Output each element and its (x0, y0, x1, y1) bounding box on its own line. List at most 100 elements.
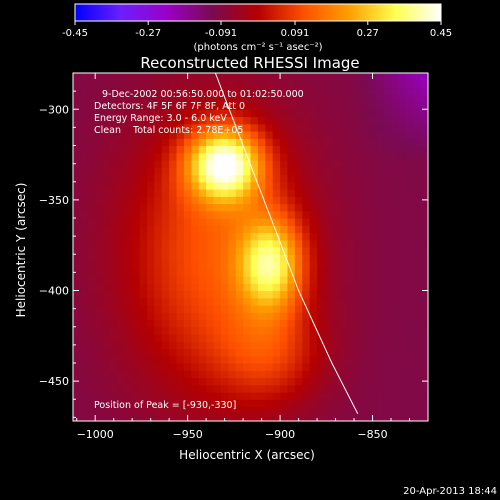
heatmap-cell (346, 218, 355, 226)
heatmap-cell (102, 326, 111, 335)
heatmap-cell (206, 363, 215, 371)
heatmap-cell (398, 189, 407, 197)
heatmap-cell (272, 392, 281, 400)
heatmap-cell (243, 160, 252, 168)
heatmap-cell (265, 123, 274, 132)
heatmap-cell (169, 73, 178, 81)
heatmap-cell (191, 210, 200, 219)
heatmap-cell (339, 247, 348, 255)
heatmap-cell (413, 232, 422, 241)
heatmap-cell (398, 312, 407, 321)
heatmap-cell (383, 102, 392, 110)
heatmap-cell (302, 355, 311, 364)
heatmap-cell (102, 123, 111, 132)
heatmap-cell (139, 174, 148, 183)
heatmap-cell (324, 203, 333, 212)
heatmap-cell (383, 239, 392, 248)
heatmap-cell (294, 413, 303, 421)
heatmap-cell (228, 355, 237, 364)
heatmap-cell (198, 138, 207, 147)
heatmap-cell (220, 232, 229, 241)
heatmap-cell (339, 239, 348, 248)
heatmap-cell (146, 109, 155, 118)
heatmap-cell (169, 370, 178, 379)
heatmap-cell (257, 152, 266, 161)
heatmap-cell (265, 305, 274, 313)
heatmap-cell (73, 167, 81, 176)
heatmap-cell (302, 341, 311, 350)
heatmap-cell (383, 319, 392, 328)
heatmap-cell (176, 109, 185, 118)
heatmap-cell (309, 102, 318, 110)
heatmap-cell (87, 189, 96, 197)
heatmap-cell (317, 174, 326, 183)
heatmap-cell (331, 348, 340, 357)
heatmap-cell (383, 109, 392, 118)
heatmap-cell (280, 370, 289, 379)
heatmap-cell (257, 210, 266, 219)
heatmap-cell (331, 406, 340, 415)
heatmap-cell (169, 319, 178, 328)
heatmap-cell (346, 73, 355, 81)
heatmap-cell (346, 102, 355, 110)
heatmap-cell (228, 413, 237, 421)
heatmap-cell (243, 73, 252, 81)
heatmap-cell (191, 355, 200, 364)
heatmap-cell (235, 239, 244, 248)
heatmap-cell (309, 312, 318, 321)
heatmap-cell (95, 138, 104, 147)
heatmap-cell (102, 138, 111, 147)
heatmap-cell (235, 377, 244, 386)
heatmap-cell (169, 297, 178, 306)
heatmap-cell (154, 326, 163, 335)
heatmap-cell (80, 377, 89, 386)
heatmap-cell (265, 254, 274, 263)
heatmap-cell (176, 406, 185, 415)
heatmap-cell (420, 109, 428, 118)
heatmap-cell (161, 363, 170, 371)
heatmap-cell (169, 348, 178, 357)
heatmap-cell (87, 174, 96, 183)
heatmap-cell (346, 341, 355, 350)
heatmap-cell (346, 377, 355, 386)
heatmap-cell (146, 341, 155, 350)
heatmap-cell (391, 167, 400, 176)
heatmap-cell (102, 196, 111, 205)
heatmap-cell (198, 363, 207, 371)
heatmap-cell (220, 181, 229, 190)
heatmap-cell (265, 276, 274, 284)
heatmap-cell (272, 283, 281, 292)
heatmap-cell (346, 189, 355, 197)
heatmap-cell (228, 73, 237, 81)
heatmap-cell (265, 232, 274, 241)
heatmap-cell (235, 94, 244, 103)
heatmap-cell (220, 312, 229, 321)
heatmap-cell (413, 181, 422, 190)
heatmap-cell (191, 283, 200, 292)
heatmap-cell (95, 283, 104, 292)
heatmap-cell (243, 283, 252, 292)
heatmap-cell (250, 392, 259, 400)
heatmap-cell (331, 355, 340, 364)
heatmap-cell (272, 196, 281, 205)
heatmap-cell (272, 203, 281, 212)
heatmap-cell (294, 305, 303, 313)
plot-frame (72, 72, 429, 422)
heatmap-cell (124, 232, 133, 241)
heatmap-cell (413, 80, 422, 89)
heatmap-cell (213, 196, 222, 205)
heatmap-cell (183, 297, 192, 306)
heatmap-cell (161, 203, 170, 212)
heatmap-cell (117, 167, 126, 176)
heatmap-cell (331, 167, 340, 176)
heatmap-cell (154, 203, 163, 212)
heatmap-cell (235, 181, 244, 190)
heatmap-cell (280, 174, 289, 183)
heatmap-cell (405, 94, 414, 103)
heatmap-cell (391, 413, 400, 421)
heatmap-cell (420, 348, 428, 357)
heatmap-cell (132, 239, 141, 248)
heatmap-cell (368, 160, 377, 168)
heatmap-cell (176, 312, 185, 321)
heatmap-cell (206, 247, 215, 255)
